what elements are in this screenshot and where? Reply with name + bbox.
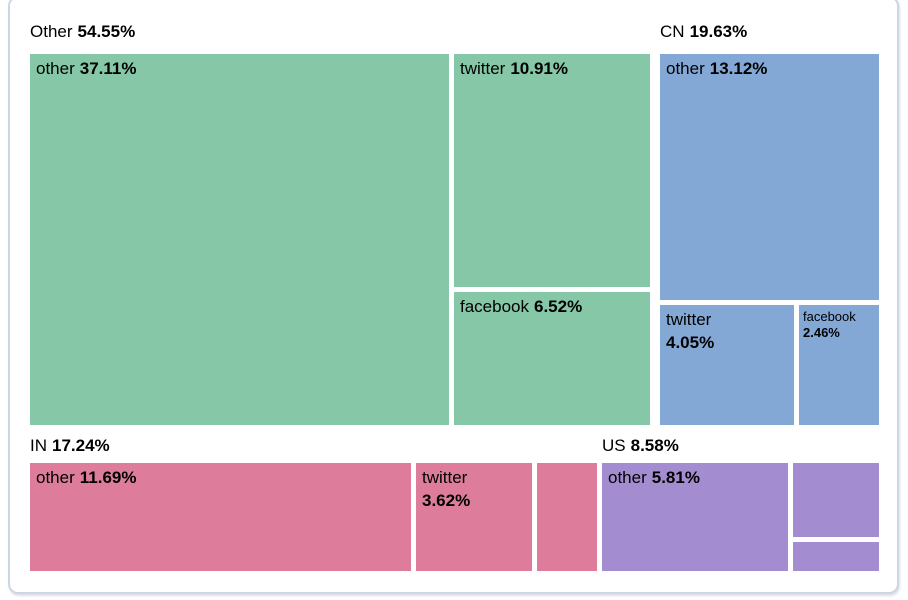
cell-name: twitter <box>666 310 712 329</box>
group-name: IN <box>30 436 47 455</box>
cell-value: 37.11% <box>79 59 137 78</box>
cell-in-other[interactable]: other 11.69% <box>30 463 411 571</box>
cell-other-twitter[interactable]: twitter 10.91% <box>454 54 650 287</box>
cell-name: other <box>608 468 647 487</box>
cell-name: other <box>36 59 75 78</box>
group-header-cn: CN 19.63% <box>660 20 747 44</box>
cell-value: 11.69% <box>79 468 137 487</box>
cell-value: 10.91% <box>510 59 569 78</box>
cell-value: 3.62% <box>422 491 471 510</box>
group-name: CN <box>660 22 685 41</box>
cell-name: other <box>36 468 75 487</box>
cell-us-unlabeled[interactable] <box>793 463 879 537</box>
cell-value: 2.46% <box>803 325 840 340</box>
cell-in-twitter[interactable]: twitter 3.62% <box>416 463 532 571</box>
group-name: US <box>602 436 626 455</box>
cell-cn-other[interactable]: other 13.12% <box>660 54 879 300</box>
group-value: 54.55% <box>77 22 136 41</box>
cell-name: facebook <box>803 309 856 324</box>
cell-other-facebook[interactable]: facebook 6.52% <box>454 292 650 425</box>
cell-name: other <box>666 59 705 78</box>
cell-value: 6.52% <box>534 297 583 316</box>
cell-cn-facebook[interactable]: facebook 2.46% <box>799 305 879 425</box>
group-name: Other <box>30 22 73 41</box>
cell-in-unlabeled[interactable] <box>537 463 597 571</box>
cell-cn-twitter[interactable]: twitter 4.05% <box>660 305 794 425</box>
group-value: 8.58% <box>630 436 679 455</box>
group-header-in: IN 17.24% <box>30 434 110 458</box>
group-value: 17.24% <box>52 436 110 455</box>
cell-name: facebook <box>460 297 529 316</box>
group-value: 19.63% <box>689 22 748 41</box>
cell-value: 5.81% <box>651 468 700 487</box>
group-header-us: US 8.58% <box>602 434 679 458</box>
cell-value: 13.12% <box>709 59 768 78</box>
cell-value: 4.05% <box>666 333 715 352</box>
cell-us-other[interactable]: other 5.81% <box>602 463 788 571</box>
cell-name: twitter <box>422 468 468 487</box>
cell-us-unlabeled[interactable] <box>793 542 879 571</box>
group-header-other: Other 54.55% <box>30 20 135 44</box>
cell-other-other[interactable]: other 37.11% <box>30 54 449 425</box>
cell-name: twitter <box>460 59 506 78</box>
